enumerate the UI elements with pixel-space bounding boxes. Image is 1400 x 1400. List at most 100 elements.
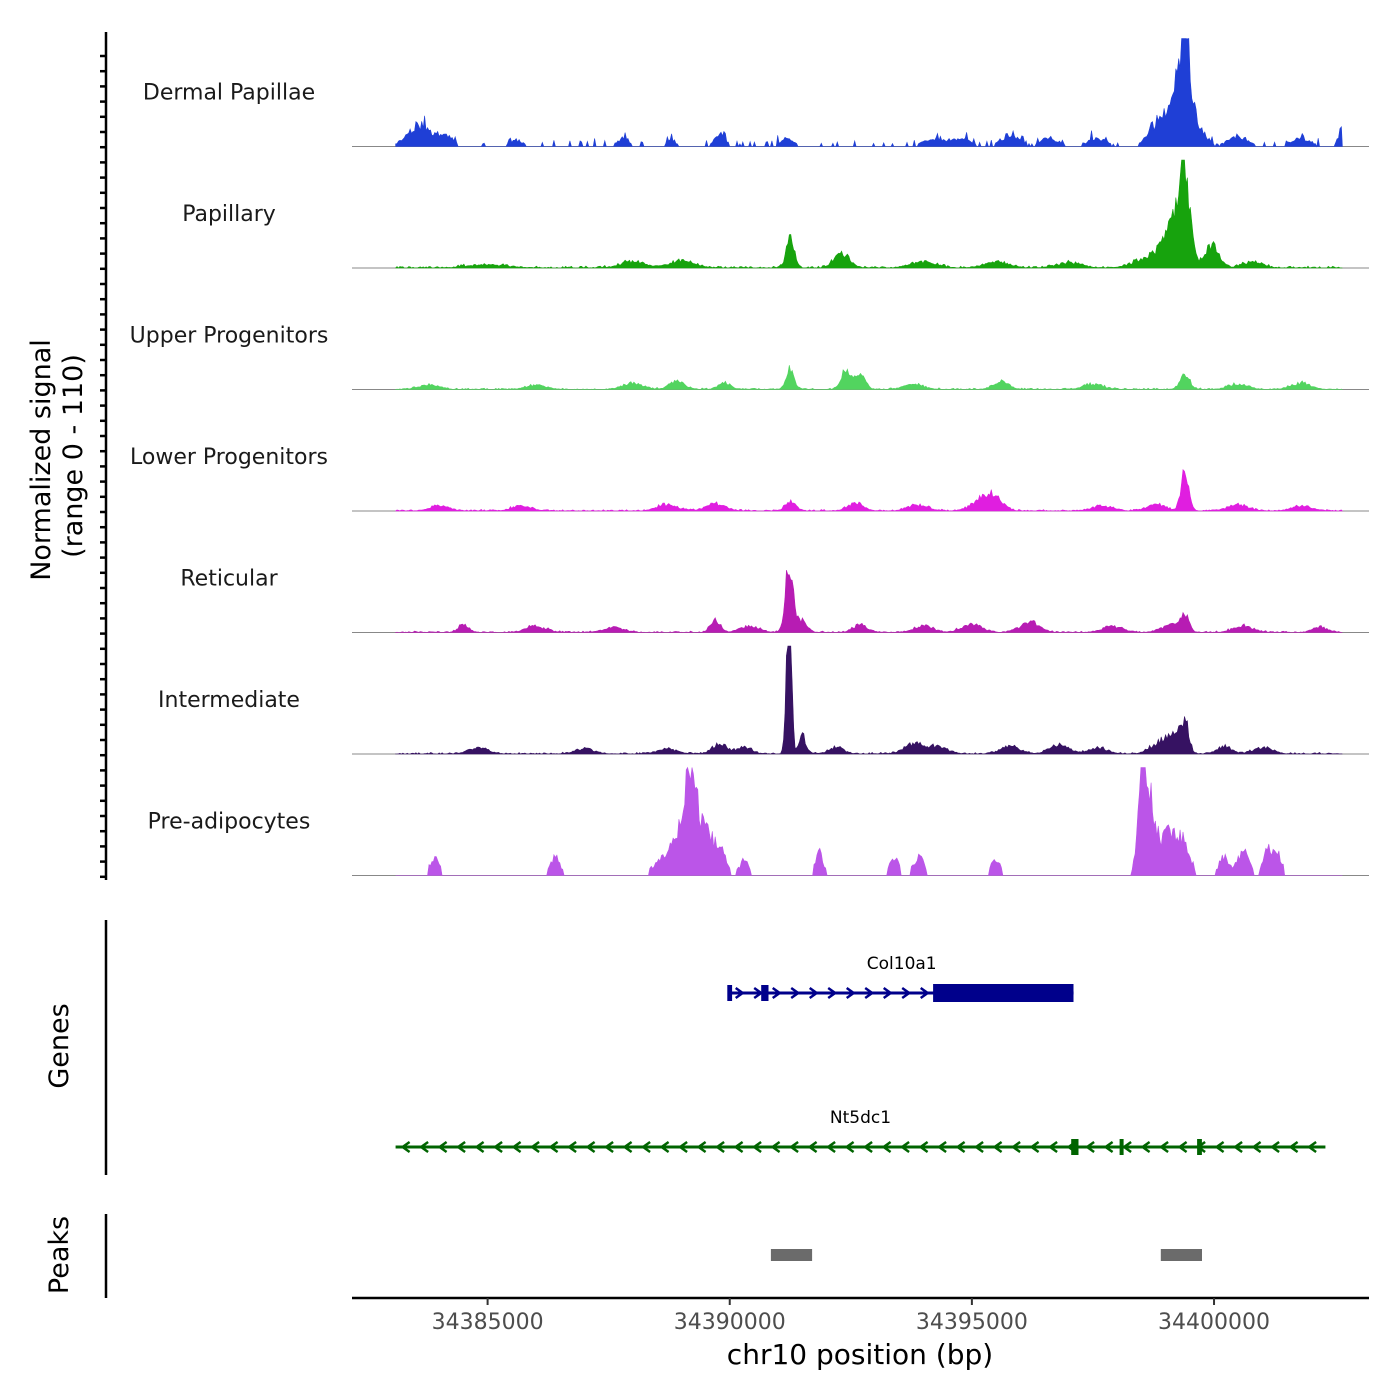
strand-arrow (899, 1140, 910, 1154)
x-axis-title: chr10 position (bp) (727, 1338, 993, 1371)
coverage-area (395, 766, 1343, 876)
strand-arrow (529, 1140, 540, 1154)
strand-arrow (1010, 1140, 1021, 1154)
track-label: Papillary (182, 202, 276, 227)
strand-arrow (474, 1140, 485, 1154)
track-label: Reticular (180, 567, 278, 592)
strand-arrow (901, 986, 912, 1000)
strand-arrow (1140, 1140, 1151, 1154)
strand-arrow (1177, 1140, 1188, 1154)
strand-arrow (1232, 1140, 1243, 1154)
strand-arrow (1251, 1140, 1262, 1154)
strand-arrow (1269, 1140, 1280, 1154)
exon (1119, 1139, 1124, 1155)
gene-col10a1: Col10a1 (727, 954, 1074, 1002)
strand-arrow (790, 986, 801, 1000)
strand-arrow (1047, 1140, 1058, 1154)
coverage-area (395, 38, 1343, 148)
strand-arrow (603, 1140, 614, 1154)
exon (1197, 1139, 1202, 1155)
genes-axis-title: Genes (44, 1003, 75, 1088)
strand-arrow (918, 1140, 929, 1154)
x-axis-ticks: 34385000 34390000 34395000 34400000 (432, 1298, 1270, 1335)
strand-arrow (659, 1140, 670, 1154)
strand-arrow (808, 986, 819, 1000)
track-label: Upper Progenitors (130, 324, 329, 349)
exon (727, 985, 733, 1001)
track-label: Intermediate (158, 688, 300, 713)
strand-arrow (936, 1140, 947, 1154)
strand-arrow (585, 1140, 596, 1154)
strand-arrow (437, 1140, 448, 1154)
track-label: Pre-adipocytes (148, 810, 311, 835)
track-label: Lower Progenitors (130, 445, 328, 470)
track-intermediate: Intermediate (158, 645, 1369, 755)
strand-arrow (973, 1140, 984, 1154)
exon (761, 985, 769, 1001)
exon (933, 984, 1074, 1002)
strand-arrow (1029, 1140, 1040, 1154)
strand-arrow (751, 1140, 762, 1154)
x-tick-label: 34390000 (674, 1310, 786, 1335)
strand-arrow (992, 1140, 1003, 1154)
strand-arrow (677, 1140, 688, 1154)
strand-arrow (864, 986, 875, 1000)
strand-arrow (844, 1140, 855, 1154)
x-tick-label: 34400000 (1158, 1310, 1270, 1335)
strand-arrow (770, 1140, 781, 1154)
strand-arrow (862, 1140, 873, 1154)
peak-regions (770, 1249, 1202, 1261)
strand-arrow (825, 1140, 836, 1154)
strand-arrow (1158, 1140, 1169, 1154)
strand-arrow (807, 1140, 818, 1154)
strand-arrow (714, 1140, 725, 1154)
strand-arrow (566, 1140, 577, 1154)
coverage-area (395, 570, 1343, 633)
track-pre-adipocytes: Pre-adipocytes (148, 766, 1369, 876)
coverage-tracks: Dermal Papillae Papillary Upper Progenitor… (130, 38, 1369, 876)
track-reticular: Reticular (180, 567, 1369, 633)
strand-arrow (1288, 1140, 1299, 1154)
strand-arrow (492, 1140, 503, 1154)
x-tick-label: 34395000 (916, 1310, 1028, 1335)
strand-arrow (1306, 1140, 1317, 1154)
gene-label: Col10a1 (867, 954, 937, 974)
signal-y-ticks (100, 54, 106, 879)
strand-arrow (1103, 1140, 1114, 1154)
strand-arrow (845, 986, 856, 1000)
peak-region (1160, 1249, 1202, 1261)
strand-arrow (919, 986, 930, 1000)
strand-arrow (771, 986, 782, 1000)
track-dermal-papillae: Dermal Papillae (143, 38, 1369, 148)
strand-arrow (1214, 1140, 1225, 1154)
track-label: Dermal Papillae (143, 81, 315, 106)
gene-nt5dc1: Nt5dc1 (395, 1108, 1326, 1155)
strand-arrow (734, 986, 745, 1000)
coverage-area (395, 469, 1344, 512)
strand-arrow (733, 1140, 744, 1154)
x-tick-label: 34385000 (432, 1310, 544, 1335)
track-lower-progenitors: Lower Progenitors (130, 445, 1369, 512)
track-upper-progenitors: Upper Progenitors (130, 324, 1369, 390)
strand-arrow (418, 1140, 429, 1154)
track-papillary: Papillary (182, 159, 1369, 269)
exon (1071, 1139, 1079, 1155)
strand-arrow (788, 1140, 799, 1154)
peaks-axis-title: Peaks (44, 1216, 75, 1294)
strand-arrow (548, 1140, 559, 1154)
strand-arrow (881, 1140, 892, 1154)
coverage-area (395, 645, 1343, 755)
gene-annotations: Col10a1 Nt5dc1 (395, 954, 1326, 1155)
strand-arrow (511, 1140, 522, 1154)
gene-label: Nt5dc1 (830, 1108, 891, 1128)
strand-arrow (1084, 1140, 1095, 1154)
y-axis-title-line1: Normalized signal (26, 339, 57, 581)
strand-arrow (640, 1140, 651, 1154)
peak-region (770, 1249, 813, 1261)
coverage-area (395, 365, 1343, 390)
y-axis-title-line2: (range 0 - 110) (58, 354, 89, 558)
coverage-area (395, 159, 1343, 269)
strand-arrow (455, 1140, 466, 1154)
strand-arrow (400, 1140, 411, 1154)
